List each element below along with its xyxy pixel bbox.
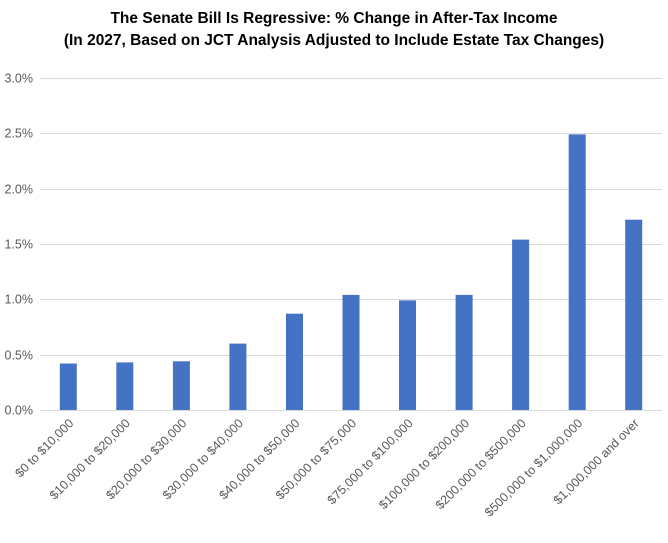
y-axis-tick-labels: 0.0% 0.5% 1.0% 1.5% 2.0% 2.5% 3.0% bbox=[5, 72, 34, 418]
bar bbox=[568, 134, 586, 410]
gridlines bbox=[40, 78, 662, 411]
y-tick-label: 1.0% bbox=[5, 293, 34, 307]
y-tick-label: 0.5% bbox=[5, 349, 34, 363]
bar bbox=[625, 219, 643, 410]
bar bbox=[59, 363, 77, 410]
x-axis-category-labels: $0 to $10,000$10,000 to $20,000$20,000 t… bbox=[12, 416, 641, 519]
bar bbox=[399, 300, 416, 410]
y-tick-label: 2.0% bbox=[5, 183, 34, 197]
y-tick-label: 1.5% bbox=[5, 238, 34, 252]
y-tick-label: 3.0% bbox=[5, 72, 34, 86]
chart-title-line1: The Senate Bill Is Regressive: % Change … bbox=[110, 10, 558, 27]
x-category-label: $0 to $10,000 bbox=[12, 416, 76, 480]
bar bbox=[512, 239, 530, 410]
bar bbox=[172, 361, 190, 410]
bars bbox=[59, 134, 643, 410]
bar bbox=[116, 362, 134, 410]
y-tick-label: 0.0% bbox=[5, 404, 34, 418]
x-category-label: $500,000 to $1,000,000 bbox=[482, 416, 585, 519]
bar bbox=[455, 294, 473, 410]
chart-title: The Senate Bill Is Regressive: % Change … bbox=[0, 8, 668, 52]
bar bbox=[342, 294, 360, 410]
bar bbox=[286, 313, 303, 410]
y-tick-label: 2.5% bbox=[5, 127, 34, 141]
chart-title-line2: (In 2027, Based on JCT Analysis Adjusted… bbox=[63, 32, 605, 49]
bar bbox=[229, 343, 247, 410]
